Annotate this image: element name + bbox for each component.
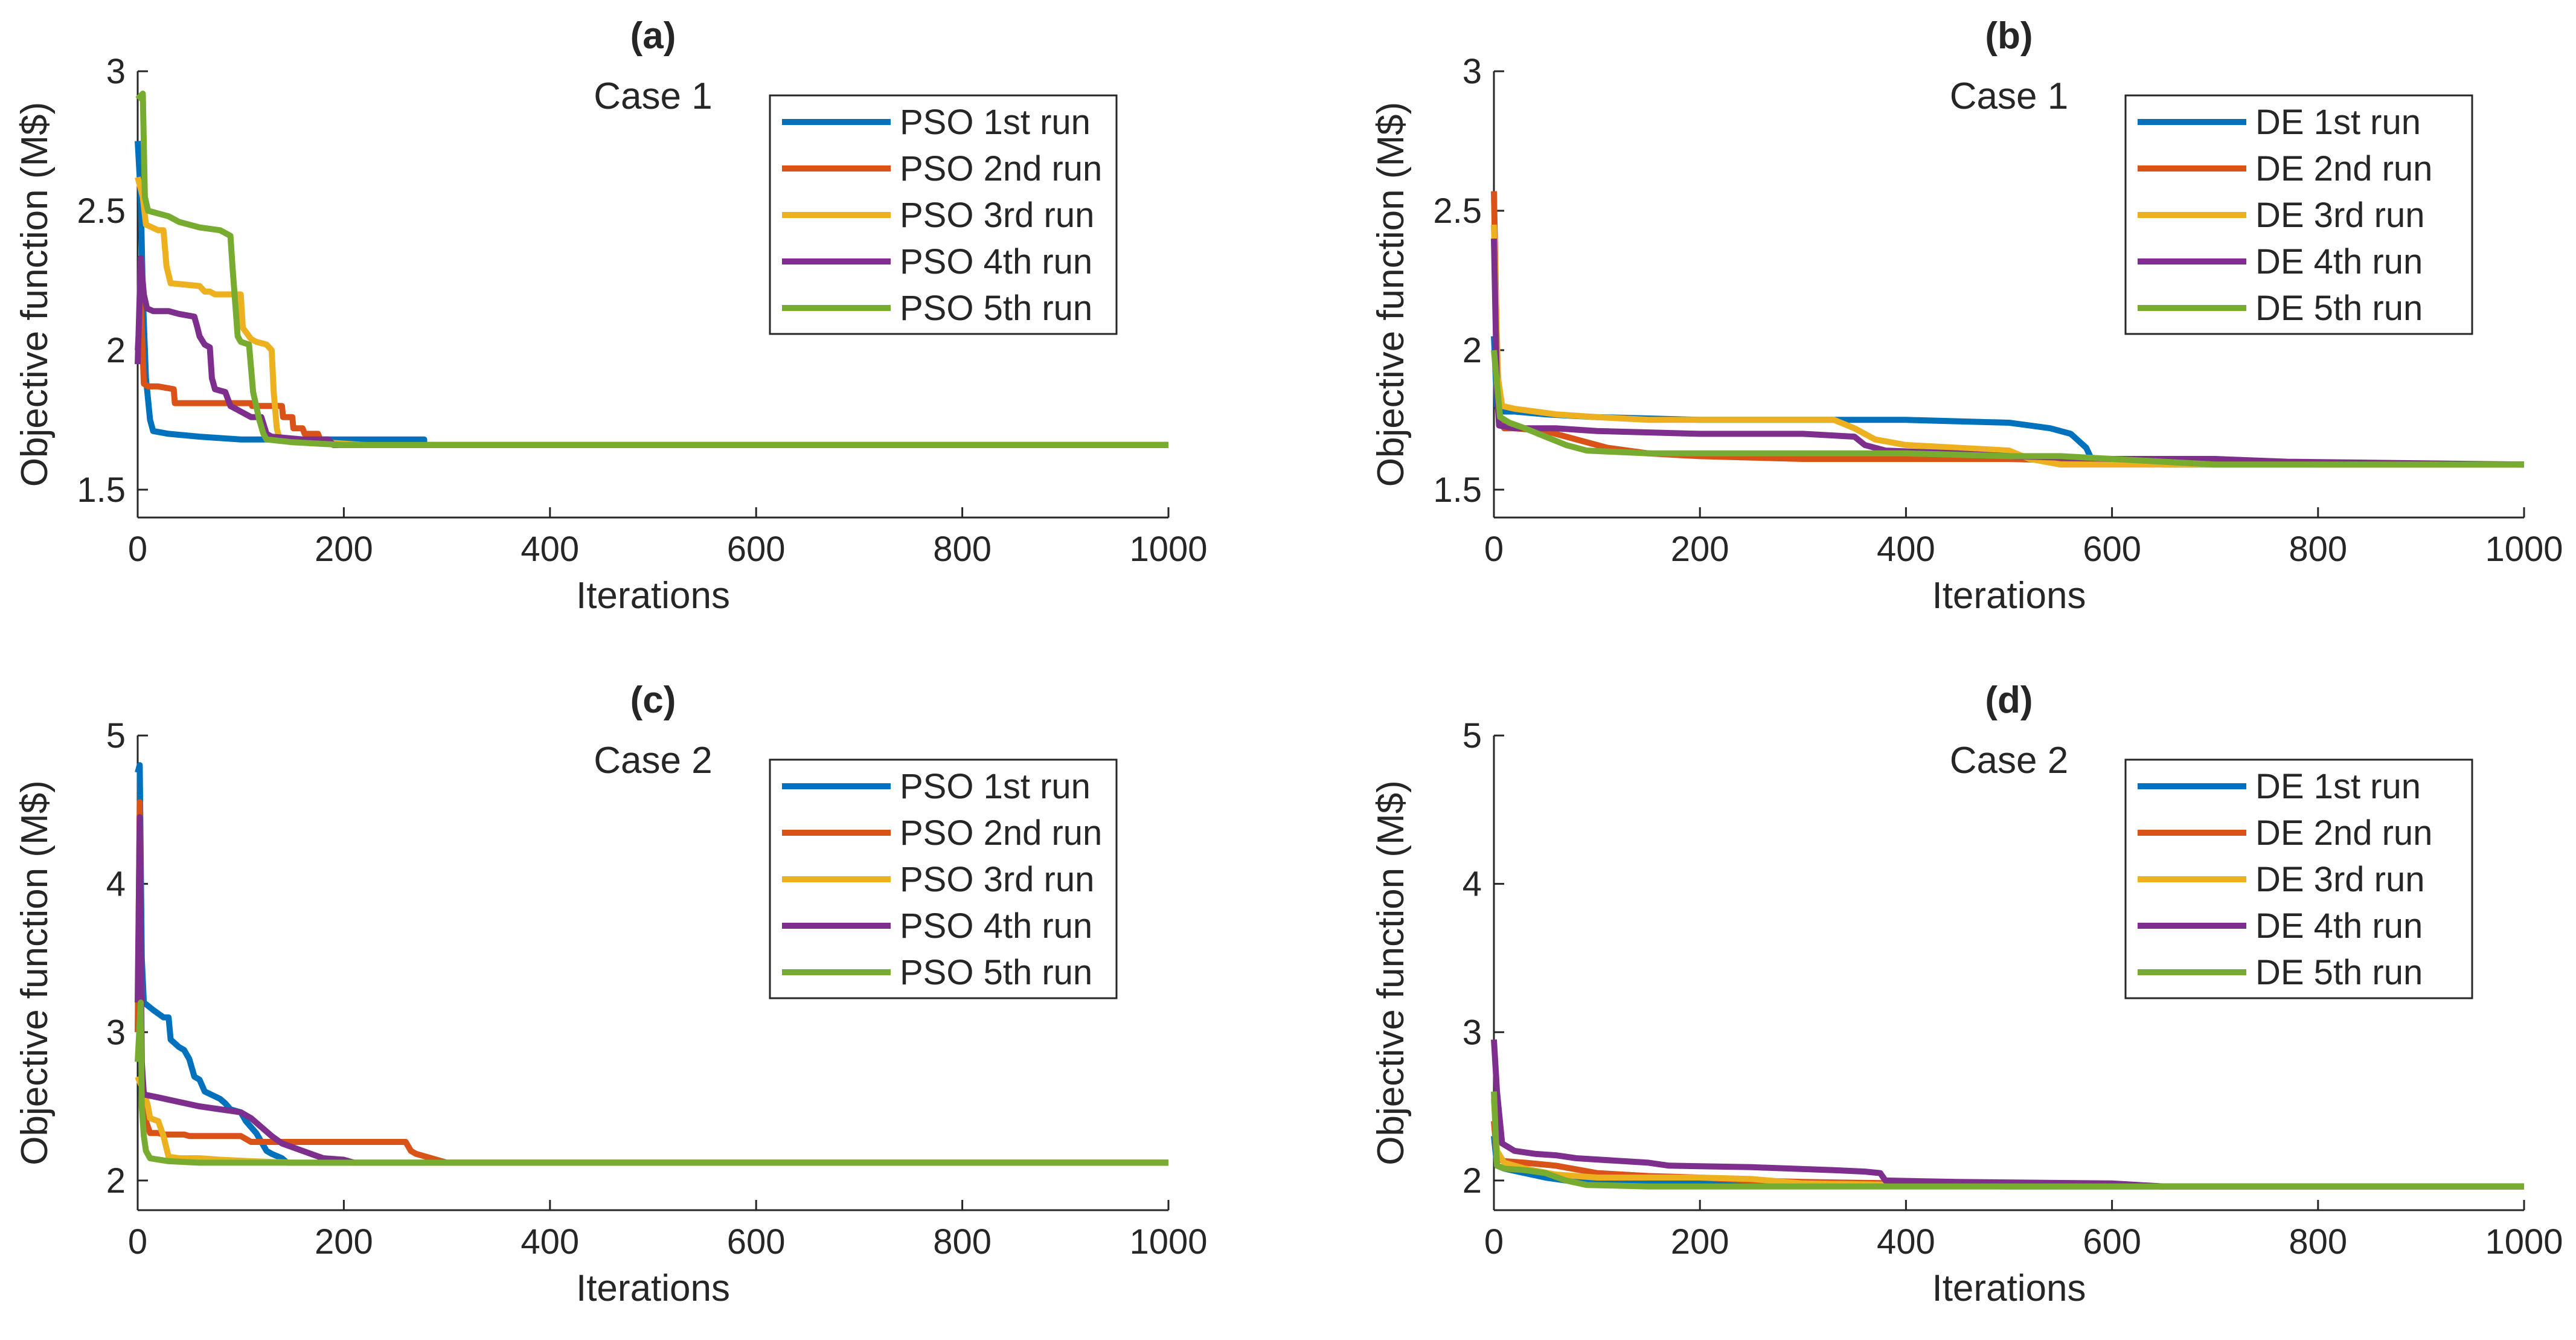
y-tick-label: 1.5	[1433, 470, 1482, 510]
legend-label-5: PSO 5th run	[900, 953, 1092, 992]
legend-label-5: PSO 5th run	[900, 289, 1092, 328]
panel-label: (b)	[1985, 15, 2033, 57]
panel-b: 0 200 400 600 800 1000 1.5 2 2.5 3 Iterations Objec…	[1370, 15, 2563, 617]
y-tick-label: 4	[1463, 865, 1482, 904]
series-line-4	[1491, 1039, 2524, 1190]
x-tick-label: 200	[315, 530, 373, 569]
x-tick-label: 800	[2289, 530, 2347, 569]
x-tick-label: 800	[933, 1222, 992, 1261]
y-tick-label: 3	[106, 1013, 126, 1052]
x-tick-label: 600	[2083, 1222, 2141, 1261]
x-tick-label: 1000	[2485, 1222, 2563, 1261]
panel-d: 0 200 400 600 800 1000 2 3 4 5 Iterations Objective…	[1370, 679, 2563, 1309]
legend-label-2: PSO 2nd run	[900, 149, 1102, 188]
y-tick-label: 2	[1463, 1161, 1482, 1201]
x-tick-label: 200	[315, 1222, 373, 1261]
y-axis-label: Objective function (M$)	[1370, 102, 1412, 487]
x-axis-label: Iterations	[576, 1268, 730, 1309]
x-tick-label: 0	[1484, 1222, 1504, 1261]
x-tick-label: 400	[521, 1222, 579, 1261]
panel-title: Case 2	[1950, 740, 2068, 781]
legend-label-3: PSO 3rd run	[900, 196, 1094, 235]
x-tick-label: 400	[521, 530, 579, 569]
y-tick-label: 2	[1463, 331, 1482, 370]
y-tick-label: 2.5	[77, 191, 126, 231]
legend-label-4: DE 4th run	[2255, 906, 2423, 946]
y-tick-label: 4	[106, 865, 126, 904]
panel-title: Case 1	[1950, 75, 2068, 117]
x-tick-label: 400	[1877, 530, 1935, 569]
series-line-5	[135, 91, 1168, 448]
series-line-2	[135, 799, 1168, 1166]
panel-title: Case 1	[594, 75, 712, 117]
series-line-4	[135, 255, 1168, 448]
legend-label-4: PSO 4th run	[900, 906, 1092, 946]
series-line-5	[1491, 350, 2524, 468]
series-line-5	[1491, 1091, 2524, 1190]
legend-label-1: PSO 1st run	[900, 767, 1091, 806]
series-line-2	[135, 300, 1168, 448]
legend-label-1: DE 1st run	[2255, 767, 2421, 806]
y-axis-label: Objective function (M$)	[14, 780, 56, 1165]
y-tick-label: 3	[106, 52, 126, 91]
y-tick-label: 5	[1463, 716, 1482, 755]
legend-label-3: PSO 3rd run	[900, 860, 1094, 899]
legend-label-5: DE 5th run	[2255, 289, 2423, 328]
x-tick-label: 600	[2083, 530, 2141, 569]
x-axis-label: Iterations	[1932, 1268, 2086, 1309]
y-tick-label: 5	[106, 716, 126, 755]
y-tick-label: 2	[106, 1161, 126, 1201]
legend-label-4: DE 4th run	[2255, 242, 2423, 281]
legend-label-5: DE 5th run	[2255, 953, 2423, 992]
y-tick-label: 1.5	[77, 470, 126, 510]
y-tick-label: 3	[1463, 52, 1482, 91]
x-axis-label: Iterations	[1932, 575, 2086, 617]
x-tick-label: 200	[1671, 1222, 1729, 1261]
x-tick-label: 800	[2289, 1222, 2347, 1261]
legend-label-3: DE 3rd run	[2255, 860, 2424, 899]
series-line-5	[135, 999, 1168, 1166]
panel-label: (a)	[630, 15, 676, 57]
x-tick-label: 200	[1671, 530, 1729, 569]
x-tick-label: 1000	[1129, 530, 1207, 569]
series-line-1	[1491, 336, 2524, 468]
panel-c: 0 200 400 600 800 1000 2 3 4 5 Iterations Objective…	[14, 679, 1208, 1309]
x-tick-label: 800	[933, 530, 992, 569]
panel-label: (d)	[1985, 679, 2033, 721]
legend-label-3: DE 3rd run	[2255, 196, 2424, 235]
panel-a: 0 200 400 600 800 1000 1.5 2 2.5 3 Iterations Objec…	[14, 15, 1208, 617]
x-tick-label: 0	[128, 1222, 147, 1261]
y-tick-label: 3	[1463, 1013, 1482, 1052]
legend-label-2: DE 2nd run	[2255, 813, 2432, 853]
legend-label-4: PSO 4th run	[900, 242, 1092, 281]
y-axis-label: Objective function (M$)	[1370, 780, 1412, 1165]
panel-title: Case 2	[594, 740, 712, 781]
x-tick-label: 600	[727, 1222, 786, 1261]
legend-label-1: PSO 1st run	[900, 103, 1091, 142]
series-line-1	[135, 762, 1168, 1166]
y-tick-label: 2	[106, 331, 126, 370]
x-tick-label: 1000	[2485, 530, 2563, 569]
y-axis-label: Objective function (M$)	[14, 102, 56, 487]
legend-label-2: PSO 2nd run	[900, 813, 1102, 853]
x-tick-label: 600	[727, 530, 786, 569]
x-tick-label: 0	[1484, 530, 1504, 569]
x-axis-label: Iterations	[576, 575, 730, 617]
legend-label-1: DE 1st run	[2255, 103, 2421, 142]
legend-label-2: DE 2nd run	[2255, 149, 2432, 188]
y-tick-label: 2.5	[1433, 191, 1482, 231]
x-tick-label: 0	[128, 530, 147, 569]
x-tick-label: 1000	[1129, 1222, 1207, 1261]
x-tick-label: 400	[1877, 1222, 1935, 1261]
panel-label: (c)	[630, 679, 676, 721]
